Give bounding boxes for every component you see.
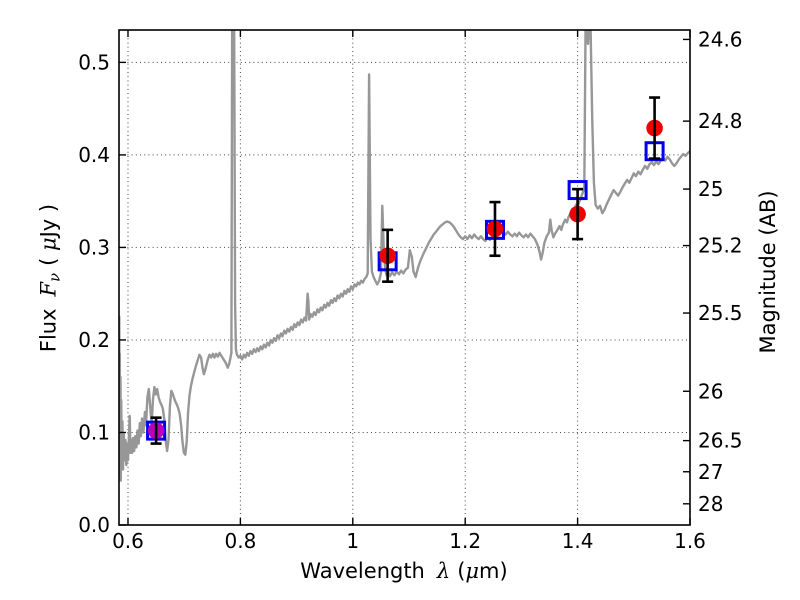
flux-word: Flux: [36, 308, 61, 353]
flux-unit-close: Jy ): [36, 203, 61, 238]
mu-symbol: μ: [465, 559, 480, 583]
lambda-symbol: λ: [436, 559, 451, 583]
x-axis-label: Wavelength λ (μm): [300, 559, 507, 583]
x-tick-label: 1.6: [674, 529, 706, 553]
flux-symbol: F: [36, 281, 61, 297]
left-tick-label: 0.5: [78, 50, 110, 74]
left-tick-label: 0.0: [78, 513, 110, 537]
nu-subscript: ν: [46, 272, 64, 282]
right-tick-label: 26: [698, 379, 723, 403]
x-tick-label: 1.4: [562, 529, 594, 553]
flux-unit-open: (: [36, 251, 61, 266]
right-y-axis-label: Magnitude (AB): [756, 190, 780, 353]
right-tick-label: 25.2: [698, 234, 743, 258]
right-tick-label: 26.5: [698, 429, 743, 453]
x-unit-open: (: [457, 559, 466, 583]
right-tick-label: 28: [698, 492, 723, 516]
x-label-word: Wavelength: [300, 559, 425, 583]
x-unit-close: m): [479, 559, 508, 583]
right-tick-label: 27: [698, 460, 723, 484]
left-tick-label: 0.2: [78, 328, 110, 352]
x-tick-label: 0.6: [112, 529, 144, 553]
spectrum-line: [119, 30, 690, 482]
left-tick-label: 0.4: [78, 143, 110, 167]
right-tick-label: 25.5: [698, 301, 743, 325]
left-tick-label: 0.3: [78, 235, 110, 259]
x-tick-label: 0.8: [224, 529, 256, 553]
magnitude-label-text: Magnitude (AB): [756, 190, 780, 354]
right-tick-label: 24.6: [698, 27, 743, 51]
axes-spines: [118, 29, 691, 526]
x-tick-label: 1.2: [449, 529, 481, 553]
left-tick-label: 0.1: [78, 420, 110, 444]
right-tick-label: 25: [698, 177, 723, 201]
x-tick-label: 1: [346, 529, 359, 553]
flux-unit-mu: μ: [36, 237, 61, 252]
right-tick-label: 24.8: [698, 109, 743, 133]
left-y-axis-label: Flux Fν ( μJy ): [36, 204, 63, 352]
